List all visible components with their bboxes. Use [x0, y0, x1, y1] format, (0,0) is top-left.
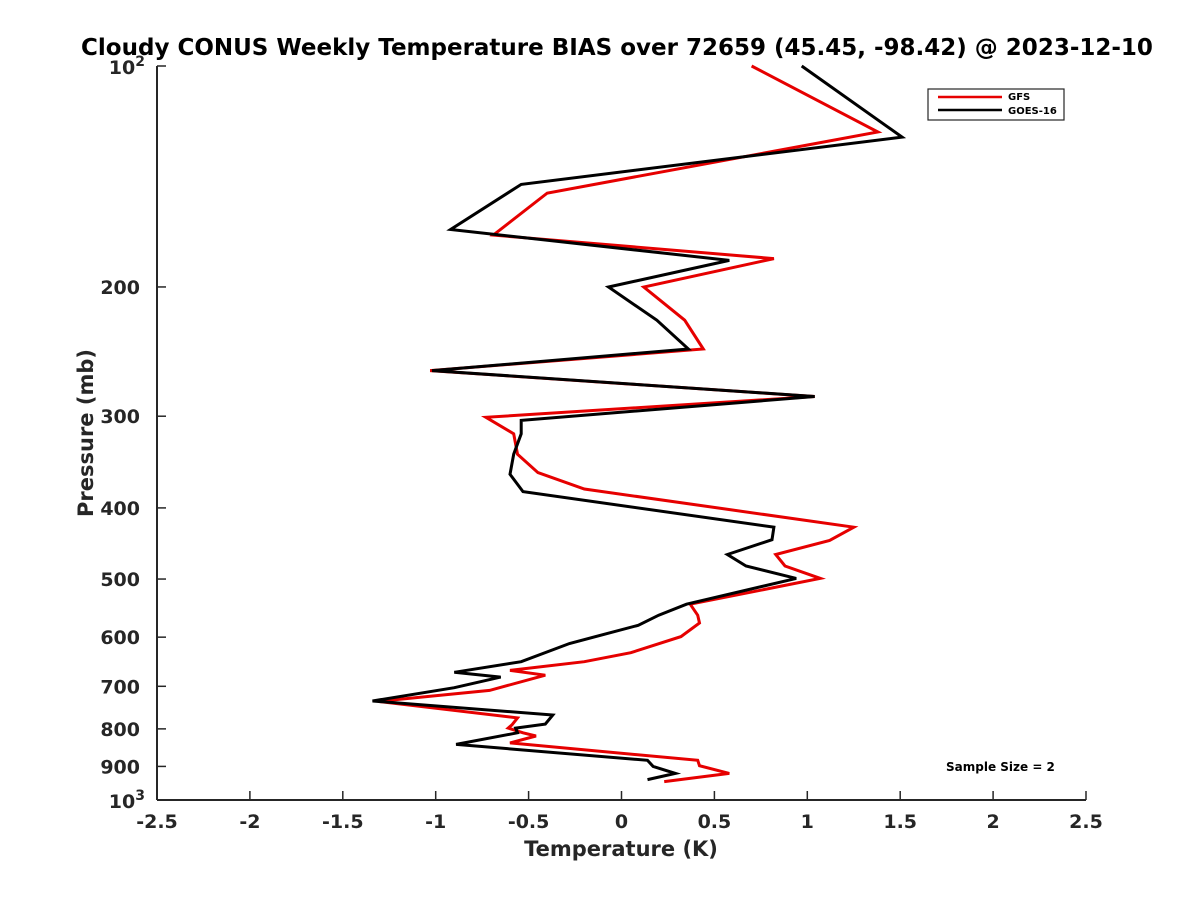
legend-box [927, 88, 1065, 121]
chart-title: Cloudy CONUS Weekly Temperature BIAS ove… [81, 35, 1153, 61]
x-tick-label: 2 [986, 811, 999, 833]
y-tick-label: 700 [100, 676, 140, 698]
y-tick-label-power: 103 [109, 788, 145, 813]
legend: GFS GOES-16 [927, 88, 1065, 121]
y-tick-label: 800 [100, 719, 140, 741]
sample-size-annotation: Sample Size = 2 [946, 760, 1055, 774]
x-tick-label: 0.5 [698, 811, 732, 833]
x-tick-label: -1 [425, 811, 446, 833]
x-tick-label: -2 [239, 811, 260, 833]
x-tick-label: 1 [801, 811, 814, 833]
series-line-gfs [377, 64, 883, 784]
x-tick-label: -0.5 [508, 811, 550, 833]
x-tick-label: 2.5 [1069, 811, 1103, 833]
legend-label-goes16: GOES-16 [1008, 106, 1057, 117]
y-tick-label: 500 [100, 569, 140, 591]
series-line-goes16 [372, 64, 907, 782]
x-ticks: -2.5 -2 -1.5 -1 -0.5 0 0.5 1 1.5 2 2.5 [136, 791, 1103, 833]
y-axis-label: Pressure (mb) [74, 349, 98, 517]
x-tick-label: 0 [615, 811, 628, 833]
y-ticks: 200 300 400 500 600 700 800 900 102 103 [100, 54, 166, 813]
x-axis-label: Temperature (K) [524, 837, 718, 861]
legend-label-gfs: GFS [1008, 92, 1030, 103]
y-tick-label: 400 [100, 498, 140, 520]
x-tick-label: -2.5 [136, 811, 178, 833]
y-tick-label-power: 102 [109, 54, 145, 79]
axes [156, 66, 1086, 801]
x-tick-label: -1.5 [322, 811, 364, 833]
y-tick-label: 200 [100, 277, 140, 299]
y-tick-label: 600 [100, 627, 140, 649]
y-tick-label: 300 [100, 406, 140, 428]
plot-lines [372, 64, 907, 784]
y-tick-label: 900 [100, 756, 140, 778]
x-tick-label: 1.5 [883, 811, 917, 833]
